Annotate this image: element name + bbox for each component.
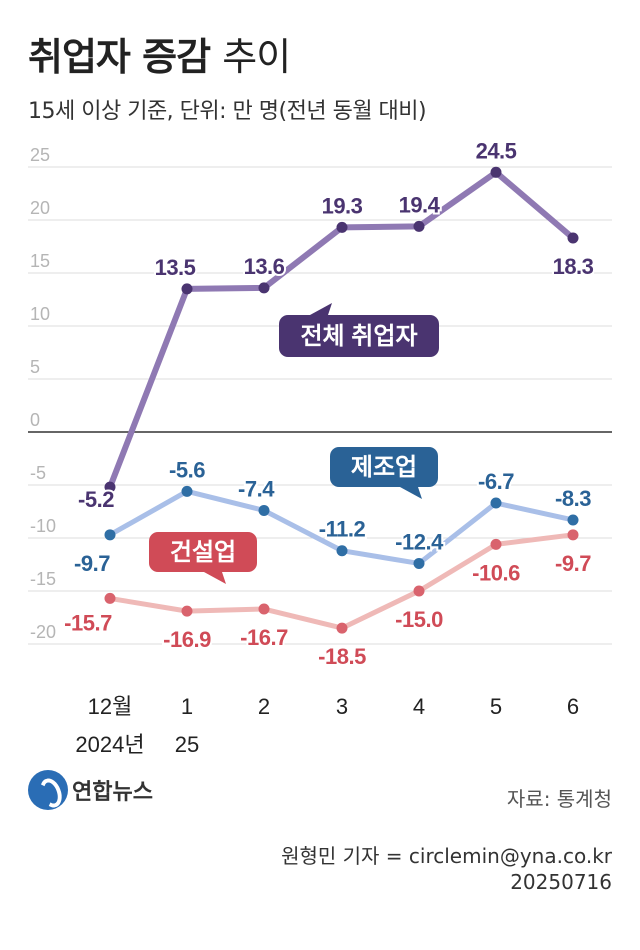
data-point-total — [104, 481, 116, 493]
data-point-construction — [258, 603, 270, 615]
y-tick-label: 15 — [30, 251, 50, 271]
y-tick-label: -5 — [30, 463, 46, 483]
y-tick-label: -10 — [30, 516, 56, 536]
data-point-total — [181, 283, 193, 295]
legend-manufacturing-bubble-tail — [400, 487, 422, 499]
x-tick-label-year: 25 — [175, 732, 199, 757]
y-tick-label: -20 — [30, 622, 56, 642]
legend-total-bubble — [279, 315, 439, 357]
data-point-total — [413, 220, 425, 232]
data-label-construction: -15.0 — [395, 607, 443, 632]
data-label-total: 19.4 — [399, 192, 441, 217]
chart-subtitle: 15세 이상 기준, 단위: 만 명(전년 동월 대비) — [28, 99, 427, 124]
data-label-total: 19.3 — [322, 193, 363, 218]
x-tick-label-year: 2024년 — [75, 732, 144, 757]
x-tick-label: 3 — [336, 694, 348, 719]
data-label-manufacturing: -12.4 — [395, 529, 444, 554]
publish-date: 20250716 — [510, 870, 612, 894]
data-point-construction — [413, 585, 425, 597]
x-tick-label: 1 — [181, 694, 193, 719]
legend-construction-bubble — [149, 532, 257, 572]
title-light: 추이 — [222, 35, 291, 79]
data-label-manufacturing: -9.7 — [74, 551, 110, 576]
data-point-construction — [104, 592, 116, 604]
x-tick-label: 2 — [258, 694, 270, 719]
legend-manufacturing-bubble — [330, 447, 438, 487]
data-label-construction: -16.9 — [163, 627, 211, 652]
data-point-total — [567, 232, 579, 244]
x-tick-label: 5 — [490, 694, 502, 719]
legend-manufacturing-label: 제조업 — [351, 454, 417, 481]
data-point-manufacturing — [258, 504, 270, 516]
data-label-manufacturing: -6.7 — [478, 469, 514, 494]
y-tick-label: -15 — [30, 569, 56, 589]
page-title: 취업자 증감 추이 — [28, 26, 291, 81]
legend-total-label: 전체 취업자 — [300, 323, 417, 350]
data-point-total — [336, 221, 348, 233]
data-point-construction — [336, 622, 348, 634]
reporter-credit: 원형민 기자 = circlemin@yna.co.kr — [281, 844, 612, 868]
data-label-total: 13.6 — [244, 254, 285, 279]
data-label-manufacturing: -7.4 — [238, 476, 275, 501]
data-label-construction: -15.7 — [64, 610, 112, 635]
y-tick-label: 10 — [30, 304, 50, 324]
data-point-construction — [490, 538, 502, 550]
data-point-manufacturing — [567, 514, 579, 526]
data-point-total — [490, 166, 502, 178]
data-label-construction: -16.7 — [240, 625, 288, 650]
x-tick-label: 4 — [413, 694, 425, 719]
logo-text: 연합뉴스 — [72, 780, 153, 805]
y-tick-label: 20 — [30, 198, 50, 218]
data-label-total: 18.3 — [553, 254, 594, 279]
x-tick-label: 6 — [567, 694, 579, 719]
data-label-manufacturing: -11.2 — [319, 517, 366, 542]
data-point-manufacturing — [413, 557, 425, 569]
x-tick-label: 12월 — [88, 694, 133, 719]
data-label-construction: -10.6 — [472, 560, 520, 585]
legend-total-bubble-tail — [310, 303, 332, 315]
data-label-total: 13.5 — [155, 255, 196, 280]
data-label-manufacturing: -8.3 — [555, 486, 591, 511]
y-tick-label: 25 — [30, 145, 50, 165]
y-tick-label: 5 — [30, 357, 40, 377]
data-point-construction — [181, 605, 193, 617]
title-bold: 취업자 증감 — [28, 35, 211, 79]
data-label-manufacturing: -5.6 — [169, 457, 205, 482]
legend-construction-bubble-tail — [204, 572, 226, 584]
data-point-manufacturing — [336, 545, 348, 557]
data-point-construction — [567, 529, 579, 541]
data-point-manufacturing — [490, 497, 502, 509]
data-label-total: -5.2 — [78, 487, 114, 512]
data-label-total: 24.5 — [476, 138, 517, 163]
data-point-manufacturing — [181, 485, 193, 497]
yonhap-logo-icon — [28, 770, 68, 810]
data-point-total — [258, 282, 270, 294]
source-note: 자료: 통계청 — [506, 787, 612, 811]
legend-construction-label: 건설업 — [170, 539, 236, 566]
data-label-construction: -9.7 — [555, 551, 591, 576]
yonhap-logo: 연합뉴스 — [28, 770, 153, 810]
y-tick-label: 0 — [30, 410, 40, 430]
data-label-construction: -18.5 — [318, 644, 366, 669]
data-point-manufacturing — [104, 529, 116, 541]
